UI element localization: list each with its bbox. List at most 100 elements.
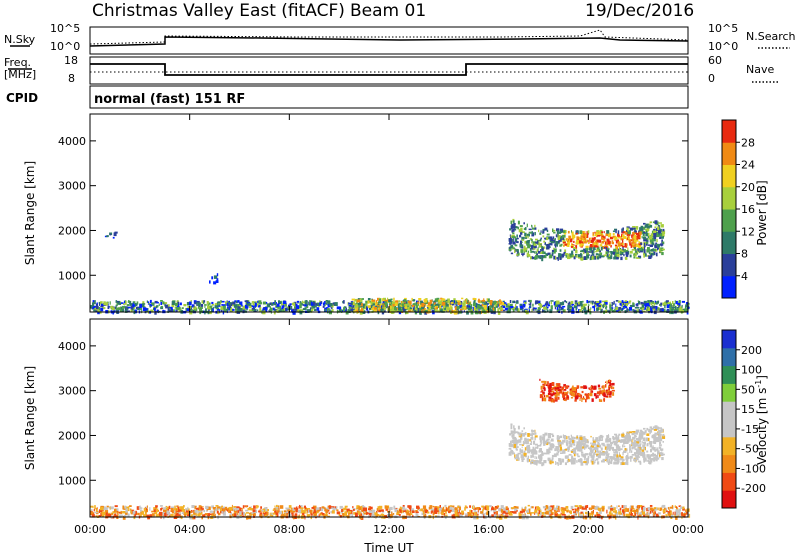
- velocity-mark: [392, 513, 395, 515]
- power-mark: [535, 241, 539, 244]
- power-mark: [626, 229, 629, 232]
- velocity-mark: [515, 506, 519, 509]
- power-mark: [580, 304, 583, 308]
- power-mark: [592, 300, 594, 303]
- velocity-mark: [530, 436, 534, 440]
- velocity-mark: [558, 446, 560, 449]
- power-mark: [407, 310, 411, 313]
- velocity-mark: [193, 515, 196, 520]
- power-mark: [153, 305, 156, 308]
- velocity-mark: [647, 456, 651, 460]
- power-mark: [404, 304, 406, 306]
- velocity-mark: [671, 505, 674, 509]
- power-mark: [251, 307, 255, 310]
- velocity-mark: [577, 441, 579, 444]
- velocity-mark: [644, 441, 646, 445]
- velocity-mark: [578, 441, 581, 445]
- power-mark: [519, 305, 523, 309]
- velocity-mark: [311, 507, 315, 509]
- power-mark: [273, 310, 276, 315]
- velocity-mark: [617, 509, 620, 512]
- velocity-mark: [533, 448, 536, 452]
- velocity-mark: [551, 454, 556, 457]
- power-mark: [183, 304, 187, 307]
- power-mark: [203, 301, 205, 304]
- velocity-mark: [593, 461, 596, 464]
- power-mark: [525, 250, 528, 253]
- velocity-mark: [601, 516, 603, 520]
- power-mark: [559, 239, 562, 242]
- velocity-mark: [656, 507, 658, 511]
- velocity-mark: [555, 448, 558, 451]
- velocity-mark: [105, 515, 107, 518]
- velocity-mark: [562, 439, 566, 443]
- velocity-mark: [647, 507, 650, 511]
- velocity-mark: [614, 437, 617, 440]
- power-mark: [665, 300, 669, 303]
- velocity-mark: [587, 447, 590, 449]
- power-mark: [553, 231, 556, 234]
- power-mark: [647, 244, 650, 246]
- beam-label: Beam 01: [350, 1, 426, 21]
- power-mark: [515, 306, 518, 309]
- power-mark: [216, 278, 219, 282]
- power-mark: [272, 307, 275, 311]
- velocity-mark: [140, 509, 143, 512]
- velocity-mark: [406, 512, 410, 516]
- power-mark: [516, 300, 519, 303]
- power-mark: [523, 222, 525, 225]
- power-mark: [394, 302, 398, 306]
- velocity-mark: [622, 439, 625, 443]
- power-mark: [636, 303, 639, 307]
- velocity-mark: [544, 505, 548, 510]
- velocity-mark: [575, 508, 579, 513]
- velocity-mark: [498, 507, 502, 512]
- power-mark: [585, 239, 588, 243]
- power-mark: [375, 302, 377, 306]
- velocity-mark: [110, 506, 114, 510]
- power-mark: [534, 257, 536, 260]
- power-mark: [435, 309, 438, 313]
- velocity-mark: [556, 509, 559, 512]
- power-mark: [530, 245, 534, 249]
- velocity-mark: [607, 454, 610, 458]
- power-mark: [644, 303, 648, 307]
- velocity-mark: [558, 509, 560, 513]
- power-mark: [615, 229, 617, 234]
- velocity-mark: [434, 507, 438, 511]
- velocity-mark: [632, 431, 636, 433]
- power-mark: [367, 300, 370, 304]
- velocity-mark: [307, 509, 310, 513]
- power-mark: [635, 226, 639, 230]
- velocity-mark: [577, 459, 581, 463]
- velocity-mark: [548, 514, 550, 518]
- velocity-mark: [562, 513, 565, 516]
- power-mark: [648, 236, 653, 240]
- power-mark: [621, 304, 624, 307]
- velocity-mark: [160, 508, 163, 511]
- velocity-mark: [627, 514, 631, 519]
- velocity-mark: [477, 510, 479, 513]
- velocity-mark: [631, 433, 635, 436]
- velocity-mark: [149, 507, 151, 511]
- velocity-mark: [314, 515, 318, 518]
- power-mark: [223, 305, 226, 310]
- power-mark: [417, 307, 419, 312]
- velocity-mark: [236, 513, 238, 515]
- power-mark: [570, 245, 574, 247]
- power-mark: [626, 227, 629, 231]
- velocity-mark: [624, 505, 627, 507]
- power-mark: [171, 301, 175, 305]
- power-mark: [643, 245, 646, 248]
- power-mark: [309, 310, 312, 312]
- velocity-mark: [573, 453, 576, 457]
- velocity-mark: [541, 437, 545, 441]
- power-mark: [589, 244, 592, 248]
- power-mark: [262, 307, 264, 312]
- power-mark: [106, 235, 109, 238]
- velocity-mark: [620, 459, 622, 461]
- power-mark: [637, 232, 641, 237]
- velocity-mark: [262, 511, 265, 515]
- velocity-mark: [674, 505, 676, 508]
- power-mark: [456, 305, 460, 310]
